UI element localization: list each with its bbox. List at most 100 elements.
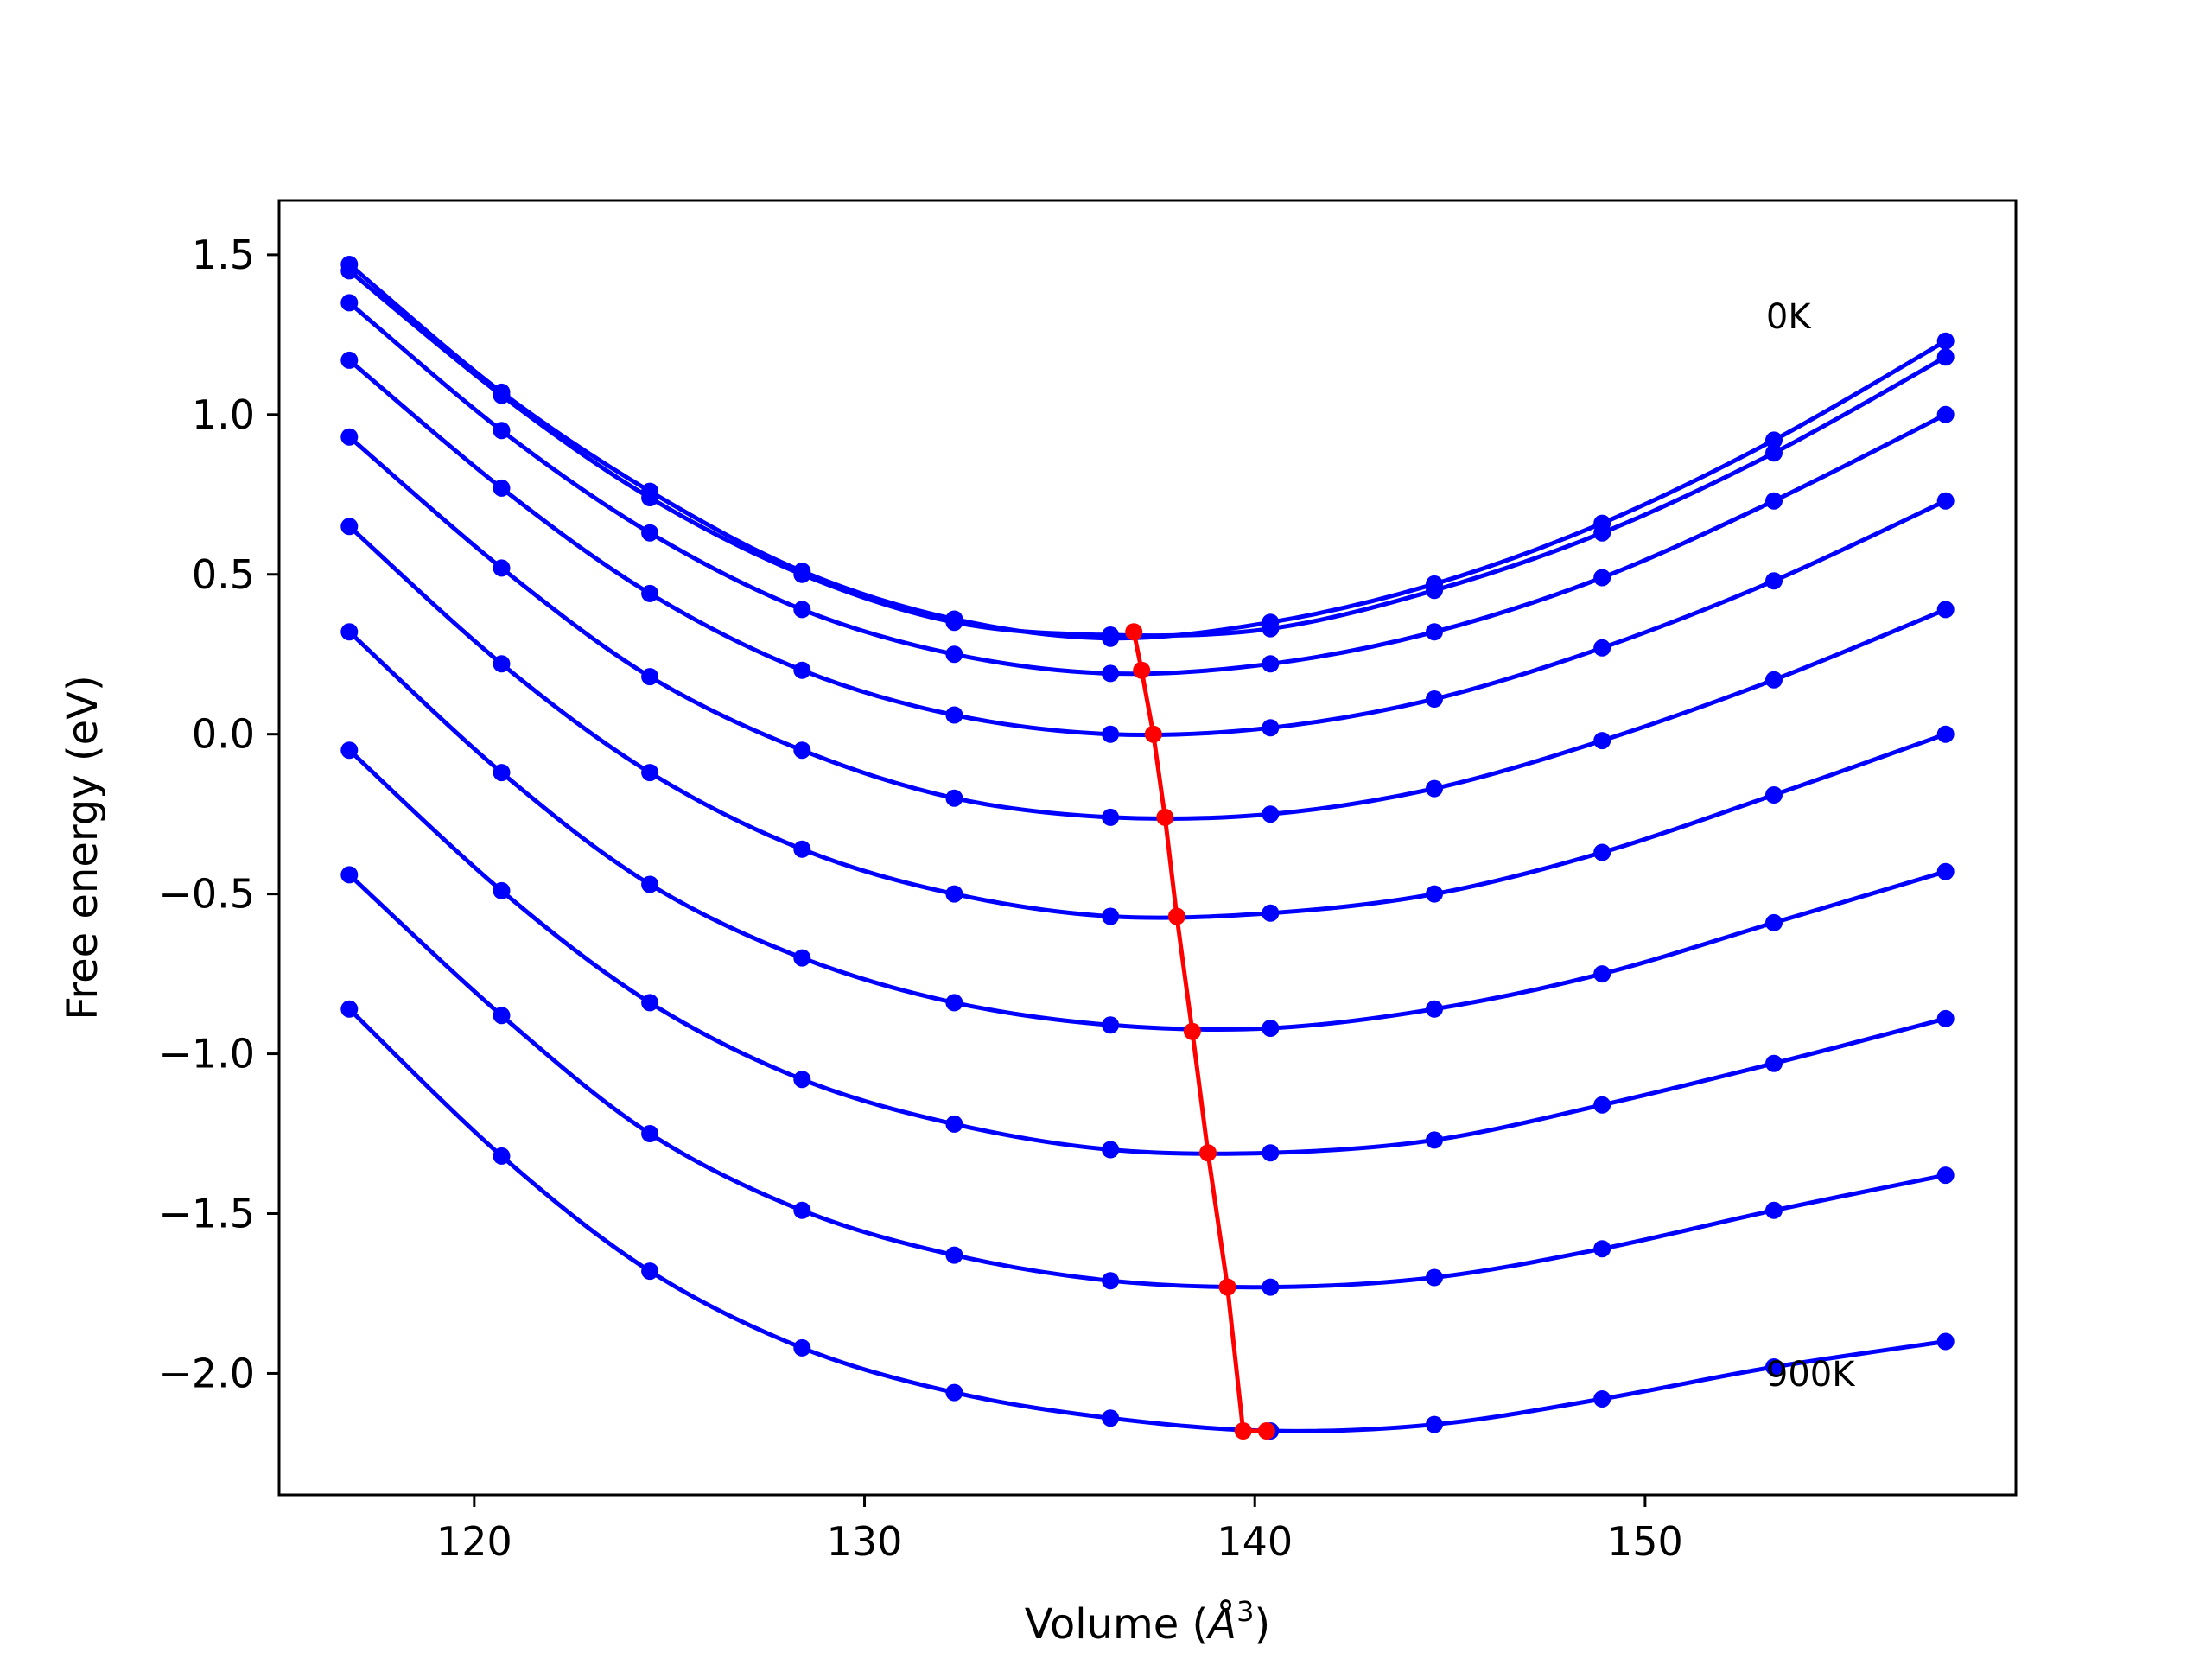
minima-point-4 [1167, 907, 1185, 925]
series-3 [340, 351, 1955, 743]
minima-point-9 [1257, 1422, 1275, 1440]
x-axis-label: Volume (Å3) [1025, 1595, 1270, 1649]
series-4-point-9 [1765, 671, 1783, 689]
series-9-point-2 [641, 1262, 659, 1281]
series-6-point-9 [1765, 913, 1783, 931]
series-1 [340, 262, 1955, 644]
x-tick-label-2: 140 [1217, 1518, 1293, 1565]
series-6-point-0 [340, 623, 359, 641]
series-8-point-0 [340, 866, 359, 884]
series-2-point-10 [1936, 405, 1955, 423]
series-9-point-1 [493, 1147, 511, 1165]
x-axis-label-sup: 3 [1236, 1595, 1254, 1628]
series-2-point-8 [1593, 569, 1611, 587]
series-8-point-7 [1426, 1268, 1443, 1287]
series-1-point-9 [1765, 444, 1783, 462]
series-5-point-5 [1102, 907, 1120, 925]
y-tick-label-6: −1.5 [158, 1191, 255, 1237]
y-tick-label-3: 0.0 [192, 711, 255, 758]
y-tick-label-2: 0.5 [192, 551, 255, 598]
series-6-point-8 [1593, 965, 1611, 983]
series-8-point-9 [1765, 1201, 1783, 1219]
series-6-point-2 [641, 875, 659, 893]
series-3-point-10 [1936, 492, 1955, 510]
y-axis-label: Free energy (eV) [59, 675, 107, 1020]
y-tick-label-0: 1.5 [192, 232, 255, 278]
y-tick-label-7: −2.0 [158, 1350, 255, 1396]
series-1-point-1 [493, 386, 511, 404]
minima-point-2 [1144, 725, 1162, 743]
series-2-point-7 [1426, 623, 1443, 641]
series-9-point-3 [793, 1338, 811, 1357]
minima-point-6 [1199, 1144, 1217, 1162]
series-0 [340, 256, 1955, 647]
series-8 [340, 866, 1955, 1296]
series-layer [340, 256, 1955, 1440]
series-6-point-5 [1102, 1016, 1120, 1034]
series-7-point-5 [1102, 1141, 1120, 1159]
series-1-point-0 [340, 262, 359, 280]
series-6-point-10 [1936, 862, 1955, 880]
y-tick-label-5: −1.0 [158, 1031, 255, 1077]
series-5 [340, 518, 1955, 925]
series-7-point-2 [641, 994, 659, 1012]
series-4-point-1 [493, 559, 511, 577]
x-tick-label-1: 130 [827, 1518, 903, 1565]
series-2 [340, 294, 1955, 683]
minima-line [1131, 631, 1267, 1433]
series-3-point-9 [1765, 572, 1783, 590]
series-0-line [347, 263, 1947, 641]
series-1-point-10 [1936, 348, 1955, 366]
series-7-point-0 [340, 741, 359, 760]
y-tick-label-4: −0.5 [158, 871, 255, 918]
series-3-point-4 [945, 706, 963, 724]
series-7-point-4 [945, 1115, 963, 1133]
series-4-point-0 [340, 428, 359, 446]
series-8-point-6 [1262, 1278, 1280, 1296]
series-4-point-6 [1262, 805, 1280, 823]
series-0-point-9 [1765, 431, 1783, 449]
series-0-point-10 [1936, 332, 1955, 350]
plot-frame [277, 199, 2018, 1497]
series-8-point-4 [945, 1246, 963, 1264]
series-6-point-3 [793, 949, 811, 967]
series-2-point-4 [945, 645, 963, 664]
series-8-point-2 [641, 1125, 659, 1142]
series-6-point-1 [493, 764, 511, 782]
x-axis-label-close: ) [1254, 1600, 1270, 1649]
series-5-point-2 [641, 764, 659, 782]
series-4-point-8 [1593, 732, 1611, 750]
series-9-line [347, 1007, 1947, 1433]
series-7-point-1 [493, 881, 511, 899]
series-4-point-3 [793, 741, 811, 760]
series-5-point-10 [1936, 725, 1955, 743]
series-9-point-5 [1102, 1409, 1120, 1427]
series-1-point-4 [945, 613, 963, 632]
series-3-point-3 [793, 661, 811, 679]
series-7 [340, 741, 1955, 1162]
series-5-point-6 [1262, 904, 1280, 922]
minima-point-8 [1234, 1422, 1252, 1440]
series-4 [340, 428, 1955, 826]
series-7-point-8 [1593, 1096, 1611, 1114]
series-3-point-1 [493, 479, 511, 497]
series-5-point-0 [340, 518, 359, 536]
series-3-point-2 [641, 584, 659, 602]
series-1-point-7 [1426, 582, 1443, 600]
annotation-0: 0K [1766, 297, 1812, 337]
series-9-point-7 [1426, 1415, 1443, 1433]
series-1-point-8 [1593, 524, 1611, 542]
minima-layer [1125, 623, 1275, 1440]
series-4-point-5 [1102, 808, 1120, 826]
series-9-point-9 [1765, 1358, 1783, 1376]
series-2-point-1 [493, 422, 511, 440]
series-3-point-5 [1102, 725, 1120, 743]
series-4-point-7 [1426, 779, 1443, 798]
series-2-point-6 [1262, 655, 1280, 673]
series-7-line [347, 748, 1947, 1156]
series-2-point-2 [641, 524, 659, 542]
series-8-point-1 [493, 1007, 511, 1025]
series-6-point-7 [1426, 1000, 1443, 1018]
minima-point-0 [1125, 623, 1143, 641]
series-3-point-8 [1593, 639, 1611, 657]
